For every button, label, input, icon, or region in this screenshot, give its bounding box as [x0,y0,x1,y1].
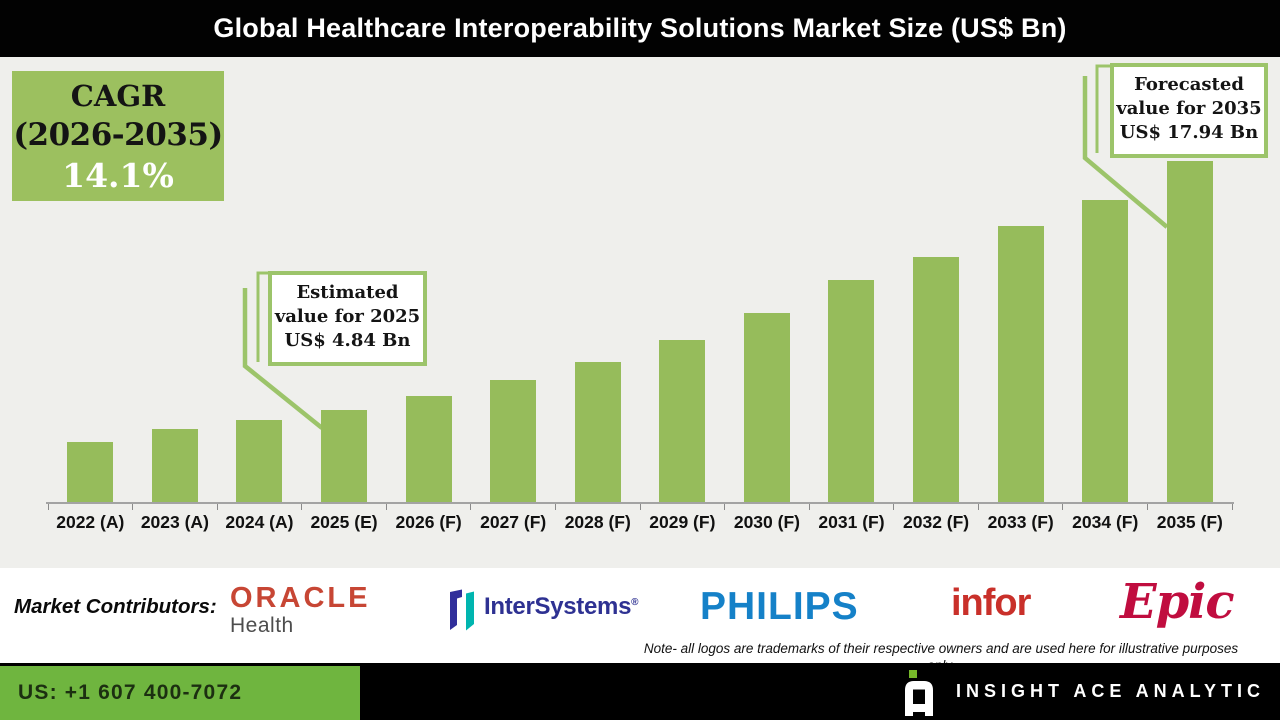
x-axis-label: 2031 (F) [818,512,885,532]
bar-2035f [1166,161,1213,502]
callout-connector-lines [242,64,1169,430]
intersystems-wordmark: InterSystems® [484,593,639,620]
market-contributors-strip: Market Contributors: ORACLE Health Inter… [0,568,1280,673]
bar-slot [640,57,725,502]
bar-2028f [574,361,621,502]
intersystems-logo: InterSystems® [447,589,639,633]
oracle-health-sub: Health [230,614,294,637]
axis-tick [1146,504,1148,510]
axis-tick [977,504,979,510]
bar-slot [555,57,640,502]
trademark-note-line1: Note- all logos are trademarks of their … [643,641,1239,656]
bar-2027f [490,379,537,502]
bar-2025e [321,410,368,502]
axis-tick [47,504,49,510]
bar-slot [48,57,133,502]
footer-bar: US: +1 607 400-7072 INSIGHT ACE ANALYTIC [0,663,1280,720]
cagr-value: 14.1% [62,156,174,195]
bar-slot [894,57,979,502]
bar-2026f [405,395,452,502]
axis-tick [554,504,556,510]
axis-tick [470,504,472,510]
estimated-value-callout: Estimated value for 2025 US$ 4.84 Bn [268,271,427,366]
x-axis-labels: 2022 (A) 2023 (A) 2024 (A) 2025 (E) 2026 (F)… [48,512,1232,533]
title-bar: Global Healthcare Interoperability Solut… [0,0,1280,57]
bar-2032f [913,256,960,502]
forecasted-value-callout: Forecasted value for 2035 US$ 17.94 Bn [1110,63,1268,158]
bar-2033f [997,226,1044,502]
bar-slot [302,57,387,502]
insight-ace-logo-icon [905,669,933,716]
bar-chart: CAGR (2026-2035) 14.1% 2022 (A) 2023 (A) 2… [0,57,1280,568]
bar-slot [725,57,810,502]
axis-tick [639,504,641,510]
axis-tick [893,504,895,510]
cagr-label: CAGR [70,79,166,113]
x-axis-label: 2028 (F) [564,512,631,532]
bar-2029f [659,339,706,502]
x-axis-label: 2033 (F) [987,512,1054,532]
cagr-badge: CAGR (2026-2035) 14.1% [12,71,224,201]
bar-slot [471,57,556,502]
intersystems-bracket-icon [450,589,474,631]
x-axis-label: 2023 (A) [140,512,209,532]
axis-tick [1062,504,1064,510]
bar-2022a [67,441,114,502]
bar-2031f [828,280,875,502]
bar-slot [133,57,218,502]
axis-tick [808,504,810,510]
page-title: Global Healthcare Interoperability Solut… [213,13,1067,43]
x-axis-line [46,502,1234,504]
x-axis-label: 2026 (F) [395,512,462,532]
bar-slot [809,57,894,502]
x-axis-label: 2024 (A) [225,512,294,532]
axis-tick [216,504,218,510]
bar-2030f [743,312,790,502]
callout-text: value for 2025 [274,306,421,327]
x-axis-label: 2029 (F) [649,512,716,532]
x-axis-label: 2027 (F) [480,512,547,532]
axis-tick [132,504,134,510]
bar-slot [1063,57,1148,502]
callout-text: Estimated [296,282,399,303]
bar-slot [978,57,1063,502]
brand-name: INSIGHT ACE ANALYTIC [956,681,1266,701]
bar-2034f [1082,200,1129,502]
cagr-period: (2026-2035) [13,117,223,153]
bar-slot [1148,57,1233,502]
epic-logo: Epic [1120,574,1235,630]
x-axis-label: 2022 (A) [56,512,125,532]
bar-slot [217,57,302,502]
infor-logo: infor [951,582,1031,624]
callout-value: US$ 4.84 Bn [284,330,411,351]
footer-phone-panel: US: +1 607 400-7072 [0,666,360,720]
x-axis-label: 2025 (E) [310,512,378,532]
axis-tick [724,504,726,510]
callout-text: value for 2035 [1116,98,1262,119]
x-axis-label: 2032 (F) [903,512,970,532]
x-axis-label: 2035 (F) [1156,512,1223,532]
registered-mark: ® [631,597,639,608]
callout-value: US$ 17.94 Bn [1119,122,1259,143]
bar-2023a [151,428,198,502]
brand-block: INSIGHT ACE ANALYTIC [900,663,1265,720]
oracle-health-logo: ORACLE Health [230,582,371,637]
oracle-wordmark: ORACLE [230,582,371,614]
market-contributors-label: Market Contributors: [14,595,217,618]
bar-2024a [236,419,283,502]
bars-plot [48,57,1232,502]
axis-tick [301,504,303,510]
x-axis-ticks [47,504,1233,511]
philips-logo: PHILIPS [700,585,859,628]
axis-tick [1231,504,1233,510]
x-axis-label: 2030 (F) [733,512,800,532]
phone-number: US: +1 607 400-7072 [18,681,243,704]
x-axis-label: 2034 (F) [1072,512,1139,532]
axis-tick [385,504,387,510]
bar-slot [386,57,471,502]
callout-text: Forecasted [1134,74,1244,95]
